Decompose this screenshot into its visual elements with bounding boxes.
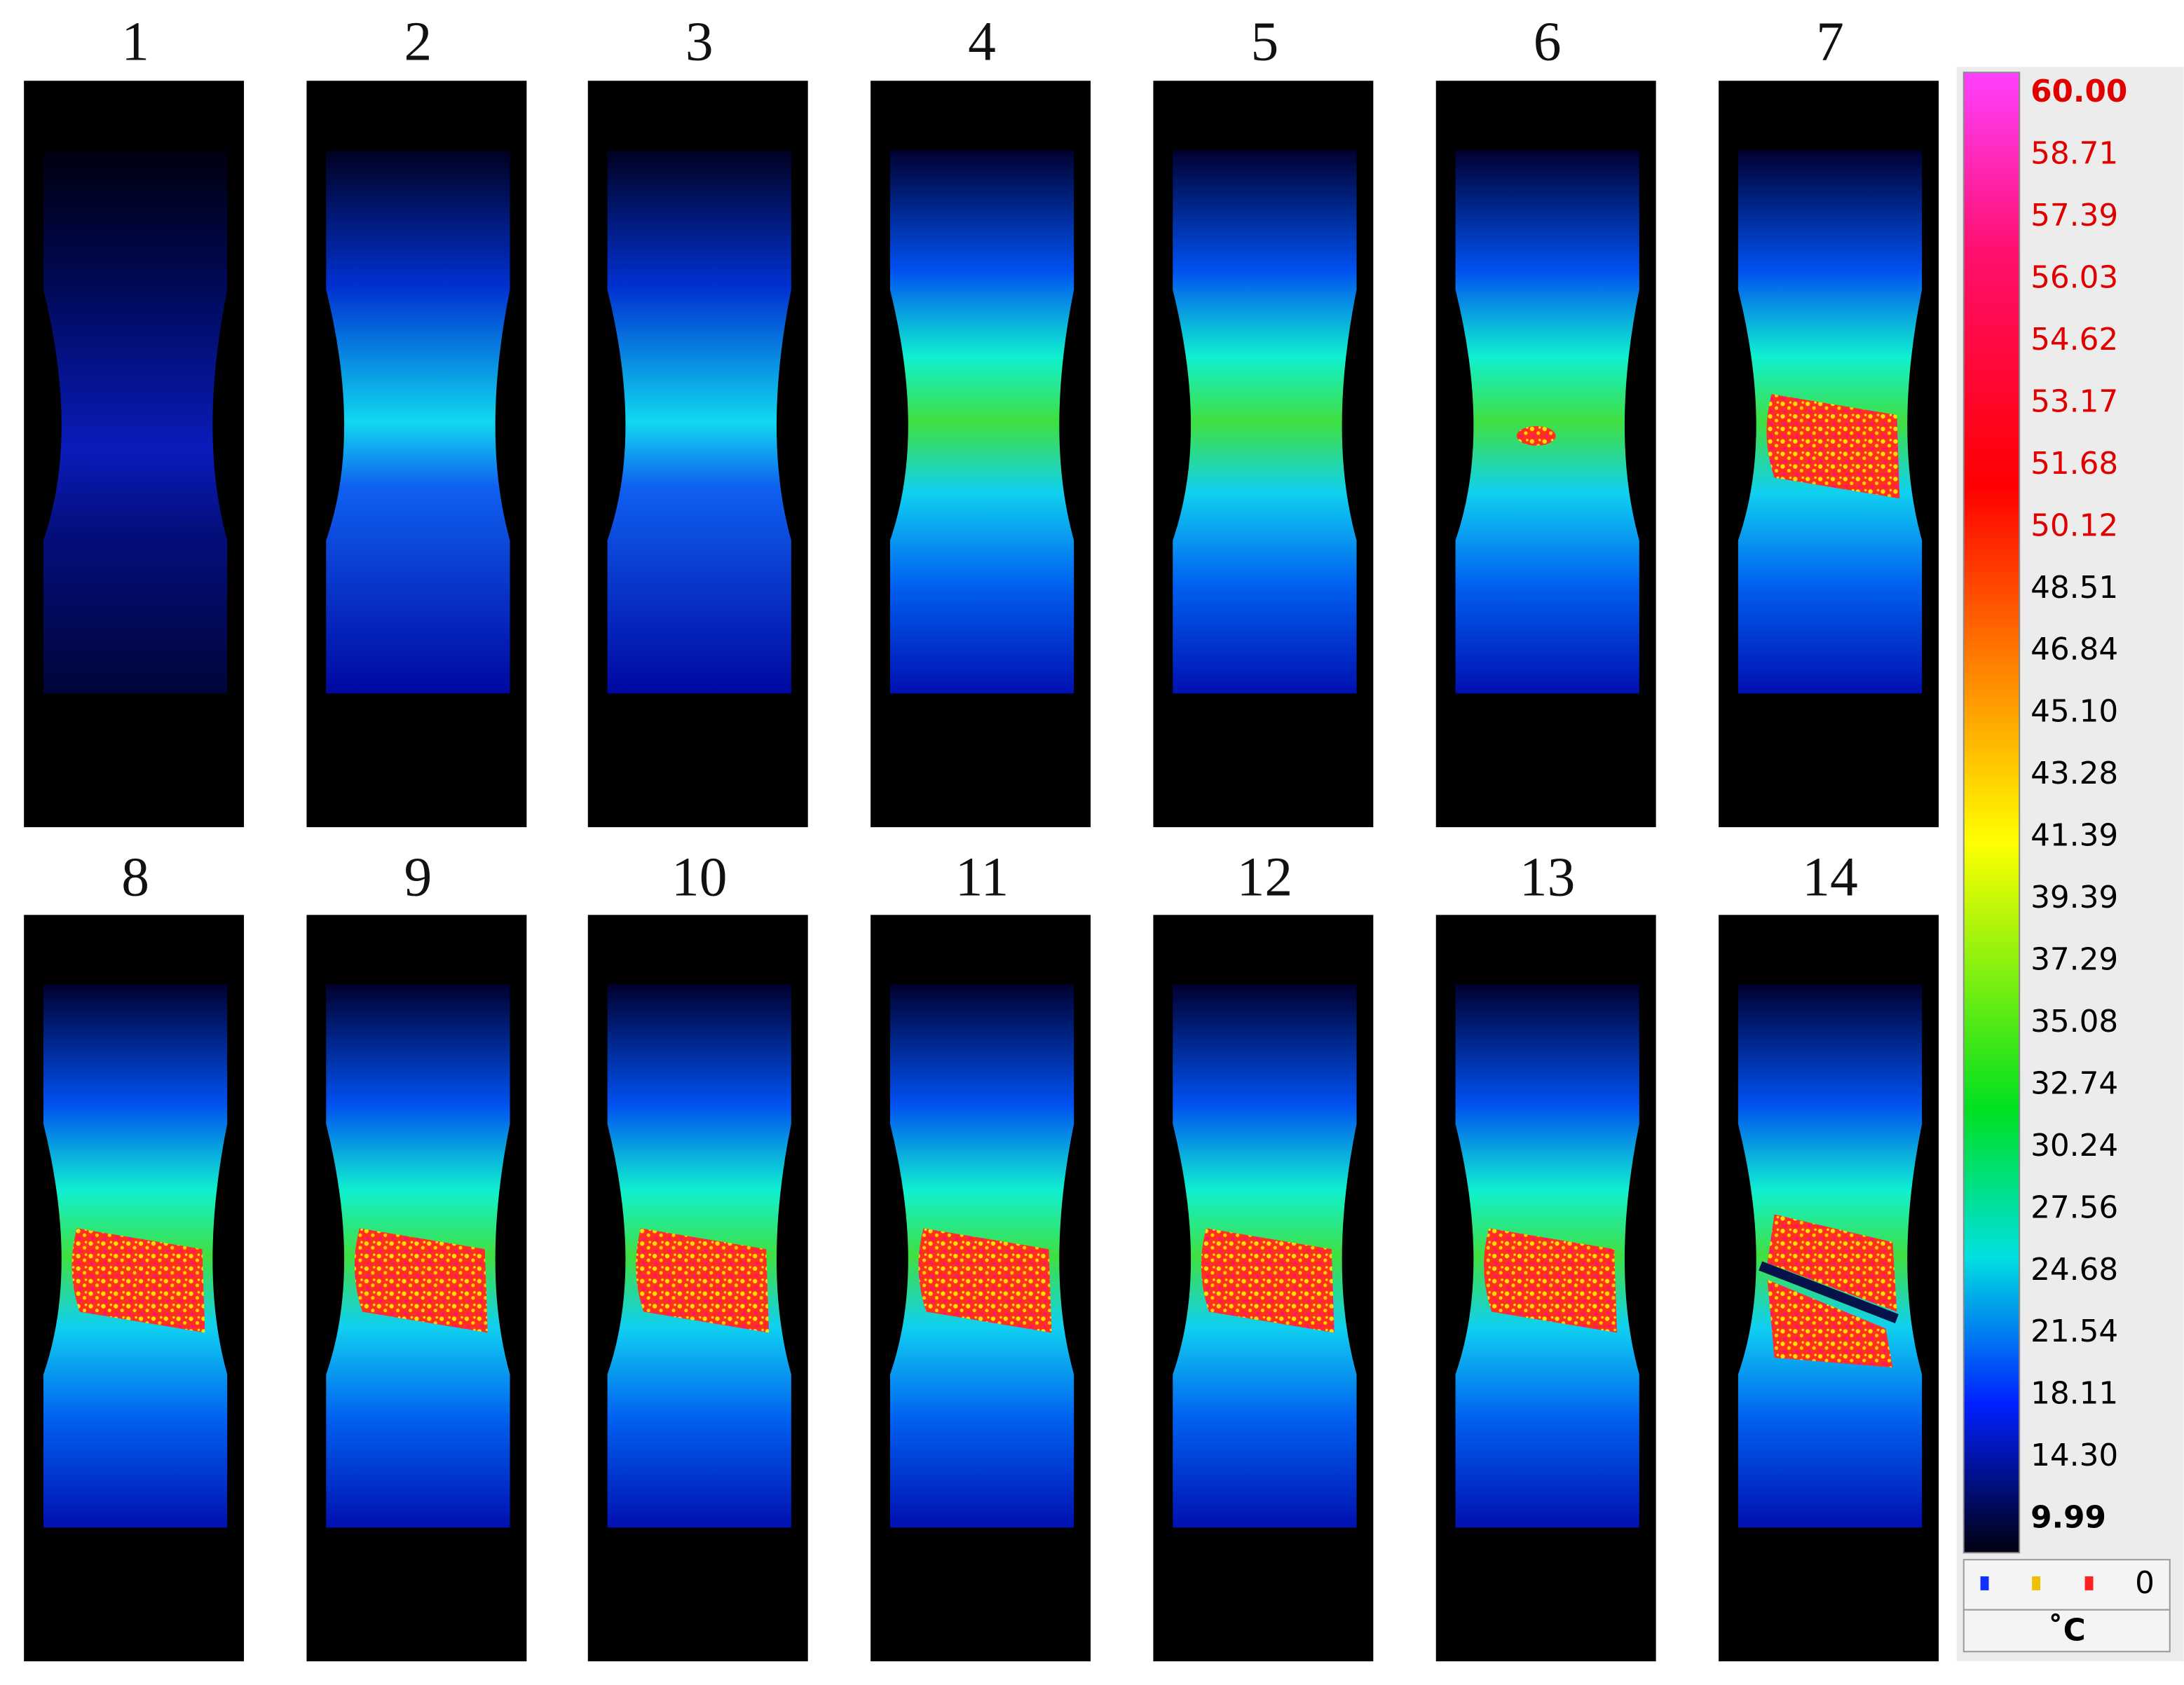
thermogram xyxy=(1719,915,1939,1662)
colorbar-label: 56.03 xyxy=(2031,259,2118,295)
indicator-dot xyxy=(2032,1576,2040,1590)
hot-band xyxy=(918,1228,1052,1333)
panel-number: 6 xyxy=(1534,11,1562,72)
thermogram xyxy=(306,81,527,828)
hot-spot xyxy=(1516,425,1556,446)
thermogram xyxy=(1435,81,1656,828)
colorbar xyxy=(1963,71,2021,1554)
colorbar-label: 27.56 xyxy=(2031,1189,2118,1225)
colorbar-label: 30.24 xyxy=(2031,1128,2118,1164)
hot-band xyxy=(354,1228,488,1333)
crack xyxy=(1759,1261,1899,1323)
panel-number: 14 xyxy=(1802,846,1857,908)
colorbar-label: 32.74 xyxy=(2031,1065,2118,1101)
panel-number: 5 xyxy=(1250,11,1278,72)
thermogram xyxy=(306,915,527,1662)
specimen xyxy=(1455,150,1639,694)
colorbar-label: 57.39 xyxy=(2031,198,2118,233)
thermogram xyxy=(1153,915,1374,1662)
hot-band xyxy=(1766,394,1900,499)
colorbar-label: 60.00 xyxy=(2031,74,2127,109)
thermogram xyxy=(871,81,1091,828)
thermogram xyxy=(1153,81,1374,828)
thermogram xyxy=(587,915,808,1662)
specimen xyxy=(43,150,228,694)
colorbar-label: 46.84 xyxy=(2031,632,2118,667)
colorbar-label: 54.62 xyxy=(2031,322,2118,357)
hot-band xyxy=(1767,1279,1893,1368)
indicator-dot xyxy=(2084,1576,2094,1590)
hot-band xyxy=(1484,1228,1618,1333)
colorbar-label: 50.12 xyxy=(2031,507,2118,543)
thermogram xyxy=(587,81,808,828)
panel-number: 11 xyxy=(955,846,1009,908)
colorbar-label: 43.28 xyxy=(2031,756,2118,791)
indicator-dot xyxy=(1980,1576,1989,1590)
panel-number: 8 xyxy=(121,846,149,908)
hot-band xyxy=(636,1228,770,1333)
thermogram xyxy=(24,81,245,828)
colorbar-label: 51.68 xyxy=(2031,446,2118,482)
panel-number: 9 xyxy=(404,846,432,908)
specimen xyxy=(1173,150,1357,694)
colorbar-label: 21.54 xyxy=(2031,1314,2118,1349)
panel-number: 4 xyxy=(968,11,996,72)
thermogram xyxy=(1719,81,1939,828)
thermogram xyxy=(871,915,1091,1662)
panel-number: 12 xyxy=(1237,846,1292,908)
thermogram xyxy=(1435,915,1656,1662)
colorbar-label: 35.08 xyxy=(2031,1004,2118,1039)
panel-number: 13 xyxy=(1520,846,1575,908)
specimen xyxy=(607,150,791,694)
hot-band xyxy=(1767,1214,1897,1312)
thermogram xyxy=(24,915,245,1662)
panel-number: 10 xyxy=(671,846,727,908)
panel-number: 2 xyxy=(404,11,432,72)
colorbar-label: 39.39 xyxy=(2031,880,2118,915)
panel-number: 3 xyxy=(685,11,714,72)
panel-number: 1 xyxy=(121,11,149,72)
counter: 0 xyxy=(2135,1565,2155,1601)
colorbar-label: 41.39 xyxy=(2031,818,2118,854)
colorbar-label: 53.17 xyxy=(2031,383,2118,419)
specimen xyxy=(326,150,510,694)
hot-band xyxy=(71,1228,205,1333)
colorbar-label: 58.71 xyxy=(2031,136,2118,172)
unit-box xyxy=(1963,1609,2171,1653)
colorbar-label: 9.99 xyxy=(2031,1500,2106,1536)
colorbar-label: 24.68 xyxy=(2031,1252,2118,1288)
colorbar-label: 37.29 xyxy=(2031,941,2118,977)
colorbar-label: 48.51 xyxy=(2031,570,2118,606)
unit: ˚C xyxy=(2048,1613,2086,1649)
colorbar-label: 18.11 xyxy=(2031,1376,2118,1412)
panel-number: 7 xyxy=(1816,11,1844,72)
hot-band xyxy=(1201,1228,1335,1333)
specimen xyxy=(889,150,1074,694)
indicator-box xyxy=(1963,1559,2171,1611)
colorbar-label: 14.30 xyxy=(2031,1438,2118,1473)
colorbar-label: 45.10 xyxy=(2031,694,2118,730)
